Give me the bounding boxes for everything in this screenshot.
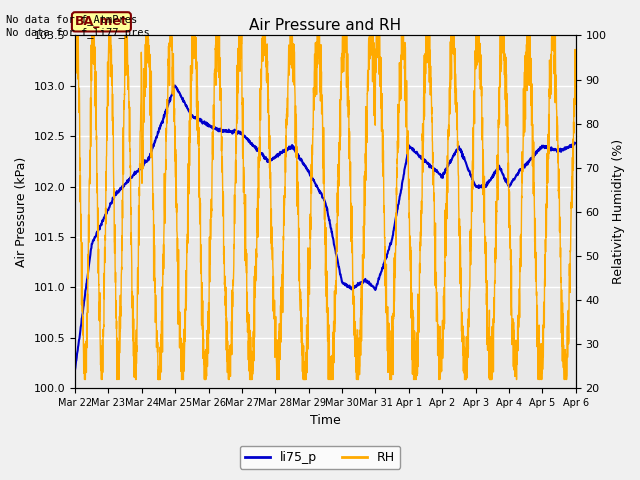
Y-axis label: Air Pressure (kPa): Air Pressure (kPa) bbox=[15, 157, 28, 267]
Title: Air Pressure and RH: Air Pressure and RH bbox=[250, 18, 401, 33]
Y-axis label: Relativity Humidity (%): Relativity Humidity (%) bbox=[612, 139, 625, 285]
Text: BA_met: BA_met bbox=[75, 15, 128, 28]
Text: No data for f_AtmPres
No data for f_li77_pres: No data for f_AtmPres No data for f_li77… bbox=[6, 14, 150, 38]
X-axis label: Time: Time bbox=[310, 414, 340, 427]
Legend: li75_p, RH: li75_p, RH bbox=[240, 446, 400, 469]
